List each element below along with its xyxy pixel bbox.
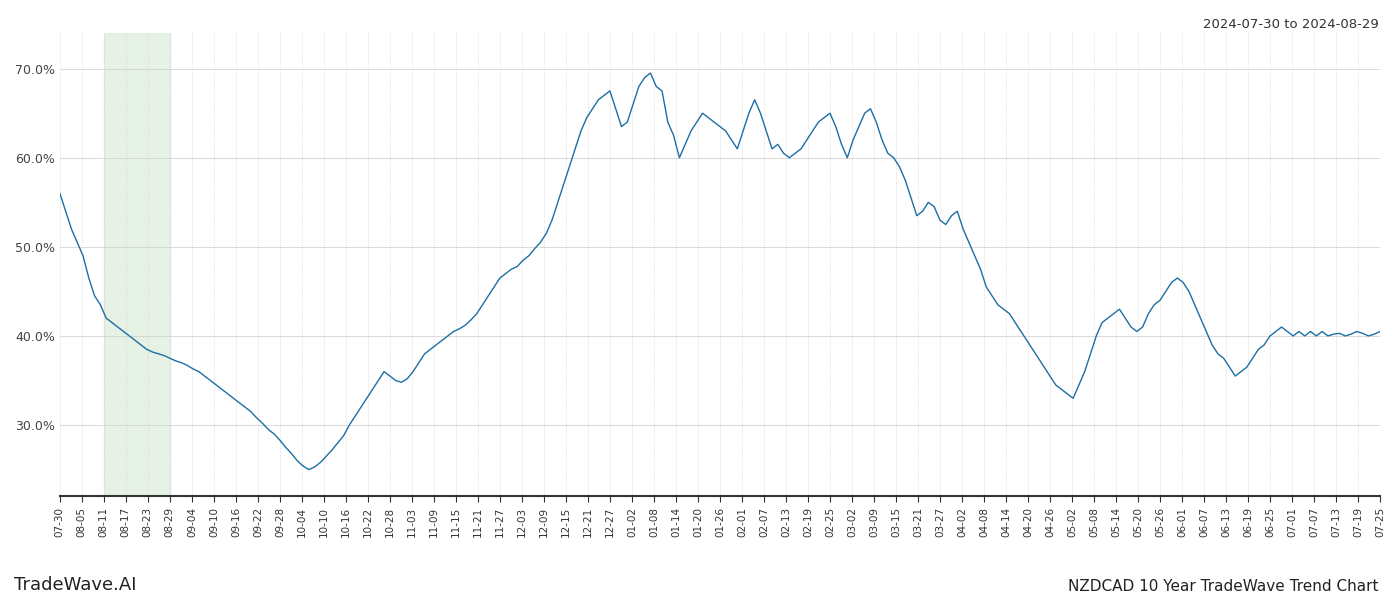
- Text: TradeWave.AI: TradeWave.AI: [14, 576, 137, 594]
- Text: 2024-07-30 to 2024-08-29: 2024-07-30 to 2024-08-29: [1203, 18, 1379, 31]
- Text: NZDCAD 10 Year TradeWave Trend Chart: NZDCAD 10 Year TradeWave Trend Chart: [1068, 579, 1379, 594]
- Bar: [104, 33, 169, 496]
